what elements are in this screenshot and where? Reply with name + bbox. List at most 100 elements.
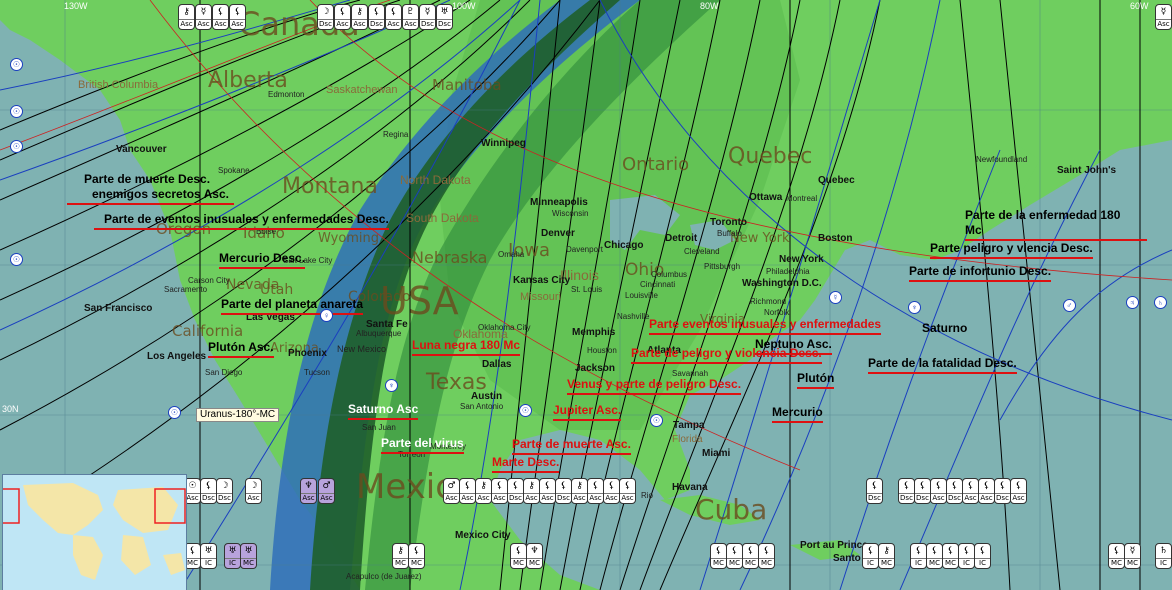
line-badge-middle[interactable]: ⚸ Dsc (200, 478, 217, 504)
line-badge-middle[interactable]: ⚸ Asc (603, 478, 620, 504)
city-wisconsin: Wisconsin (552, 209, 589, 218)
line-badge-bottom[interactable]: ♅ IC (224, 543, 241, 569)
label-california: California (172, 322, 244, 340)
world-overview-inset[interactable] (2, 474, 187, 590)
planet-marker-venus[interactable]: ♀ (320, 309, 333, 322)
city-salt-lake-city: Salt Lake City (283, 256, 333, 265)
line-badge-middle[interactable]: ⚸ Dsc (914, 478, 931, 504)
line-badge-middle[interactable]: ⚸ Dsc (866, 478, 883, 504)
line-badge-middle[interactable]: ⚷ Asc (571, 478, 588, 504)
line-badge-middle[interactable]: ⚸ Asc (962, 478, 979, 504)
planet-marker-sun[interactable]: ☉ (10, 105, 23, 118)
line-badge-bottom[interactable]: ⚸ MC (408, 543, 425, 569)
line-badge-top[interactable]: ⚸ Asc (385, 4, 402, 30)
line-badge-bottom[interactable]: ⚸ MC (710, 543, 727, 569)
line-badge-top[interactable]: ♅ Dsc (436, 4, 453, 30)
line-badge-top[interactable]: ⚸ Asc (334, 4, 351, 30)
line-badge-middle[interactable]: ⚸ Dsc (994, 478, 1011, 504)
line-badge-bottom[interactable]: ⚸ IC (974, 543, 991, 569)
line-badge-middle[interactable]: ⚸ Asc (539, 478, 556, 504)
line-badge-bottom[interactable]: ⚸ IC (910, 543, 927, 569)
planet-marker-sun[interactable]: ☉ (519, 404, 532, 417)
line-badge-middle[interactable]: ⚸ Dsc (555, 478, 572, 504)
planet-marker-sun[interactable]: ☉ (10, 140, 23, 153)
line-badge-bottom[interactable]: ⚸ MC (926, 543, 943, 569)
city-phoenix: Phoenix (288, 348, 327, 359)
city-nashville: Nashville (617, 312, 650, 321)
line-badge-top[interactable]: ☽ Dsc (317, 4, 334, 30)
line-badge-middle[interactable]: ⚸ Dsc (898, 478, 915, 504)
line-badge-bottom[interactable]: ⚸ MC (942, 543, 959, 569)
line-badge-middle[interactable]: ⚸ Dsc (946, 478, 963, 504)
line-badge-bottom[interactable]: ⚸ IC (958, 543, 975, 569)
line-badge-bottom[interactable]: ⚷ MC (392, 543, 409, 569)
line-badge-bottom[interactable]: ⚸ MC (726, 543, 743, 569)
line-badge-bottom[interactable]: ⚷ MC (878, 543, 895, 569)
line-badge-bottom[interactable]: ♅ IC (200, 543, 217, 569)
line-badge-top[interactable]: ⚸ Asc (229, 4, 246, 30)
label-missouri: Missouri (520, 291, 561, 303)
line-badge-bottom[interactable]: ⚸ IC (862, 543, 879, 569)
label-new-mexico: New Mexico (337, 344, 387, 354)
line-badge-bottom[interactable]: ⚸ MC (758, 543, 775, 569)
line-badge-top[interactable]: ⚸ Dsc (368, 4, 385, 30)
planet-marker-saturn[interactable]: ♄ (1154, 296, 1167, 309)
city-memphis: Memphis (572, 327, 616, 338)
line-badge-middle[interactable]: ⚸ Asc (930, 478, 947, 504)
line-badge-middle[interactable]: ⚸ Asc (491, 478, 508, 504)
line-badge-top[interactable]: ☿ Asc (1155, 4, 1172, 30)
line-badge-bottom[interactable]: ⚸ MC (742, 543, 759, 569)
line-badge-bottom[interactable]: ⚸ MC (510, 543, 527, 569)
line-badge-middle[interactable]: ⚸ Asc (619, 478, 636, 504)
line-badge-bottom[interactable]: ☿ MC (1124, 543, 1141, 569)
uranus-180-mc-tag: Uranus-180°-MC (196, 408, 280, 422)
line-badge-top[interactable]: ⚷ Asc (351, 4, 368, 30)
line-badge-top[interactable]: ☿ Asc (195, 4, 212, 30)
line-badge-middle[interactable]: ♆ Asc (300, 478, 317, 504)
line-badge-bottom[interactable]: ⚸ MC (1108, 543, 1125, 569)
line-badge-top[interactable]: ⚷ Asc (178, 4, 195, 30)
planet-marker-neptune[interactable]: ♆ (385, 379, 398, 392)
planet-marker-sun[interactable]: ☉ (10, 253, 23, 266)
planet-marker-jupiter[interactable]: ♃ (1126, 296, 1139, 309)
line-badge-middle[interactable]: ⚸ Asc (459, 478, 476, 504)
line-badge-bottom[interactable]: ♄ IC (1155, 543, 1172, 569)
label-nebraska: Nebraska (412, 248, 488, 267)
lon-label-80w: 80W (700, 1, 719, 11)
line-badge-bottom[interactable]: ♅ MC (240, 543, 257, 569)
city-cleveland: Cleveland (684, 247, 720, 256)
city-chicago: Chicago (604, 240, 644, 251)
planet-marker-mercury[interactable]: ☿ (829, 291, 842, 304)
planet-marker-sun[interactable]: ☉ (168, 406, 181, 419)
label-illinois: Illinois (560, 267, 599, 283)
line-badge-middle[interactable]: ⚷ Asc (523, 478, 540, 504)
planet-marker-neptune[interactable]: ♆ (908, 301, 921, 314)
line-badge-middle[interactable]: ♂ Asc (443, 478, 460, 504)
line-badge-middle[interactable]: ♂ Asc (318, 478, 335, 504)
line-badge-middle[interactable]: ☽ Dsc (216, 478, 233, 504)
line-badge-middle[interactable]: ⚷ Asc (475, 478, 492, 504)
planet-marker-sun[interactable]: ☉ (10, 58, 23, 71)
city-tampa: Tampa (673, 420, 705, 431)
line-badge-middle[interactable]: ☽ Asc (245, 478, 262, 504)
label-colorado: Colorado (348, 289, 411, 305)
annotation-jupiter-asc: Jupiter Asc. (553, 403, 622, 421)
line-badge-top[interactable]: ⚸ Asc (212, 4, 229, 30)
line-badge-bottom[interactable]: ♆ MC (526, 543, 543, 569)
city-washington-dc: Washington D.C. (742, 278, 822, 289)
city-new-york: New York (779, 254, 824, 265)
label-iowa: Iowa (508, 240, 551, 261)
line-badge-middle[interactable]: ⚸ Asc (1010, 478, 1027, 504)
line-badge-top[interactable]: ☿ Dsc (419, 4, 436, 30)
planet-marker-mars[interactable]: ♂ (1063, 299, 1076, 312)
line-badge-middle[interactable]: ⚸ Asc (587, 478, 604, 504)
city-las-vegas: Las Vegas (246, 312, 295, 323)
line-badge-middle[interactable]: ⚸ Dsc (507, 478, 524, 504)
label-saskatchewan: Saskatchewan (326, 84, 398, 96)
planet-marker-sun[interactable]: ☉ (650, 414, 663, 427)
line-badge-middle[interactable]: ⚸ Asc (978, 478, 995, 504)
city-atlanta: Atlanta (647, 345, 681, 356)
line-badge-top[interactable]: ♇ Asc (402, 4, 419, 30)
